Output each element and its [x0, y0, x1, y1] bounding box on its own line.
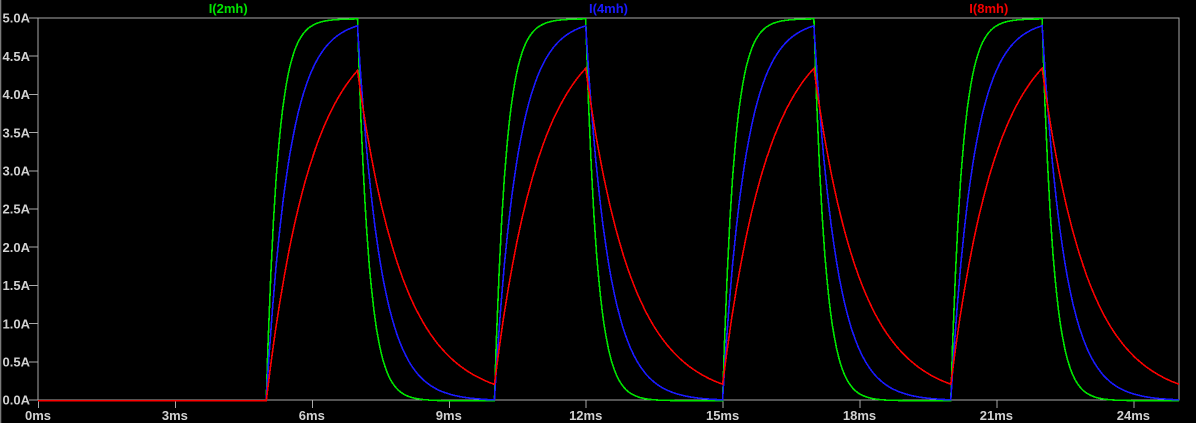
svg-text:1.5A: 1.5A — [3, 278, 31, 293]
svg-text:18ms: 18ms — [843, 408, 876, 423]
svg-text:6ms: 6ms — [299, 408, 325, 423]
svg-text:2.0A: 2.0A — [3, 240, 31, 255]
svg-text:4.5A: 4.5A — [3, 49, 31, 64]
svg-text:I(2mh): I(2mh) — [209, 1, 248, 16]
svg-text:3.5A: 3.5A — [3, 125, 31, 140]
svg-text:0.5A: 0.5A — [3, 355, 31, 370]
svg-text:2.5A: 2.5A — [3, 202, 31, 217]
svg-text:1.0A: 1.0A — [3, 316, 31, 331]
svg-text:0ms: 0ms — [25, 408, 51, 423]
svg-text:24ms: 24ms — [1117, 408, 1150, 423]
svg-text:I(4mh): I(4mh) — [589, 1, 628, 16]
svg-text:5.0A: 5.0A — [3, 11, 31, 26]
svg-text:9ms: 9ms — [436, 408, 462, 423]
svg-text:3ms: 3ms — [162, 408, 188, 423]
svg-text:3.0A: 3.0A — [3, 164, 31, 179]
svg-text:21ms: 21ms — [980, 408, 1013, 423]
svg-text:15ms: 15ms — [706, 408, 739, 423]
svg-text:0.0A: 0.0A — [3, 393, 31, 408]
svg-text:12ms: 12ms — [569, 408, 602, 423]
svg-text:4.0A: 4.0A — [3, 87, 31, 102]
svg-text:I(8mh): I(8mh) — [969, 1, 1008, 16]
